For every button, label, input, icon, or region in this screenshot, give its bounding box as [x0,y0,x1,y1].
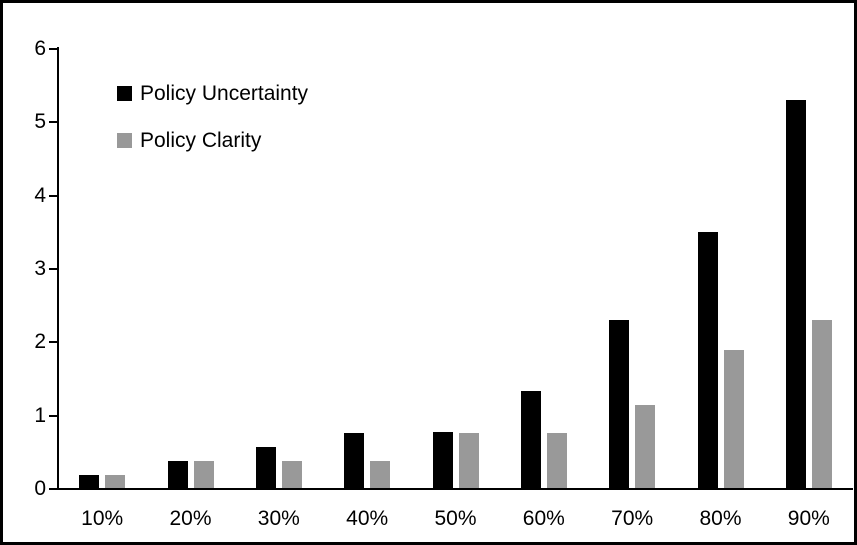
legend-item-policy-uncertainty: Policy Uncertainty [117,82,308,105]
x-tick-label: 90% [787,507,830,530]
y-axis-tick [49,488,58,490]
y-axis-tick [49,341,58,344]
bar-policy-uncertainty [167,461,188,489]
x-tick-label: 20% [169,507,212,530]
y-axis-tick [49,121,58,124]
y-tick-label: 4 [34,183,46,207]
legend-item-policy-clarity: Policy Clarity [117,129,308,152]
y-axis-tick [49,268,58,270]
bar-policy-clarity [635,404,656,489]
bar-policy-clarity [811,320,832,489]
bar-policy-uncertainty [344,433,365,489]
x-tick-label: 10% [81,507,124,530]
bar-policy-uncertainty [697,232,718,489]
bar-policy-uncertainty [785,100,806,489]
x-tick-label: 70% [611,507,654,530]
bar-policy-clarity [723,349,744,489]
x-axis-line [57,488,853,490]
y-tick-label: 6 [34,37,46,60]
bar-policy-clarity [281,461,302,489]
y-tick-label: 0 [34,477,46,500]
x-tick-label: 60% [522,507,565,530]
y-axis-tick [49,48,58,50]
y-tick-label: 2 [34,330,46,354]
bar-policy-clarity [193,461,214,489]
legend-label-policy-clarity: Policy Clarity [140,129,262,152]
bar-policy-uncertainty [432,431,453,489]
x-tick-label: 80% [699,507,742,530]
bar-policy-uncertainty [79,475,100,489]
x-tick-label: 40% [346,507,389,530]
legend: Policy Uncertainty Policy Clarity [117,82,308,152]
y-tick-label: 3 [34,257,46,280]
x-tick-label: 50% [434,507,477,530]
y-axis-tick [49,414,58,417]
bar-policy-uncertainty [520,390,541,489]
legend-marker-policy-clarity-icon [117,133,132,148]
bar-policy-clarity [370,461,391,489]
bar-policy-clarity [105,475,126,489]
bar-policy-uncertainty [609,319,630,489]
y-tick-label: 1 [34,403,46,427]
y-axis-line [57,47,59,490]
x-tick-label: 30% [257,507,300,530]
y-tick-label: 5 [34,110,46,134]
y-axis-tick [49,194,58,197]
bar-policy-clarity [458,432,479,489]
legend-label-policy-uncertainty: Policy Uncertainty [140,82,309,105]
bar-policy-clarity [546,432,567,489]
bar-policy-uncertainty [255,447,276,489]
legend-marker-policy-uncertainty-icon [117,86,132,101]
